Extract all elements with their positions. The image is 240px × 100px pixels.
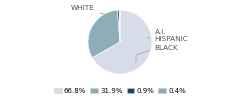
Wedge shape xyxy=(92,10,152,74)
Text: HISPANIC: HISPANIC xyxy=(149,36,188,44)
Text: BLACK: BLACK xyxy=(136,45,178,62)
Legend: 66.8%, 31.9%, 0.9%, 0.4%: 66.8%, 31.9%, 0.9%, 0.4% xyxy=(51,85,189,96)
Text: WHITE: WHITE xyxy=(70,5,108,15)
Wedge shape xyxy=(117,10,120,42)
Wedge shape xyxy=(119,10,120,42)
Text: A.I.: A.I. xyxy=(147,29,166,38)
Wedge shape xyxy=(88,10,120,58)
